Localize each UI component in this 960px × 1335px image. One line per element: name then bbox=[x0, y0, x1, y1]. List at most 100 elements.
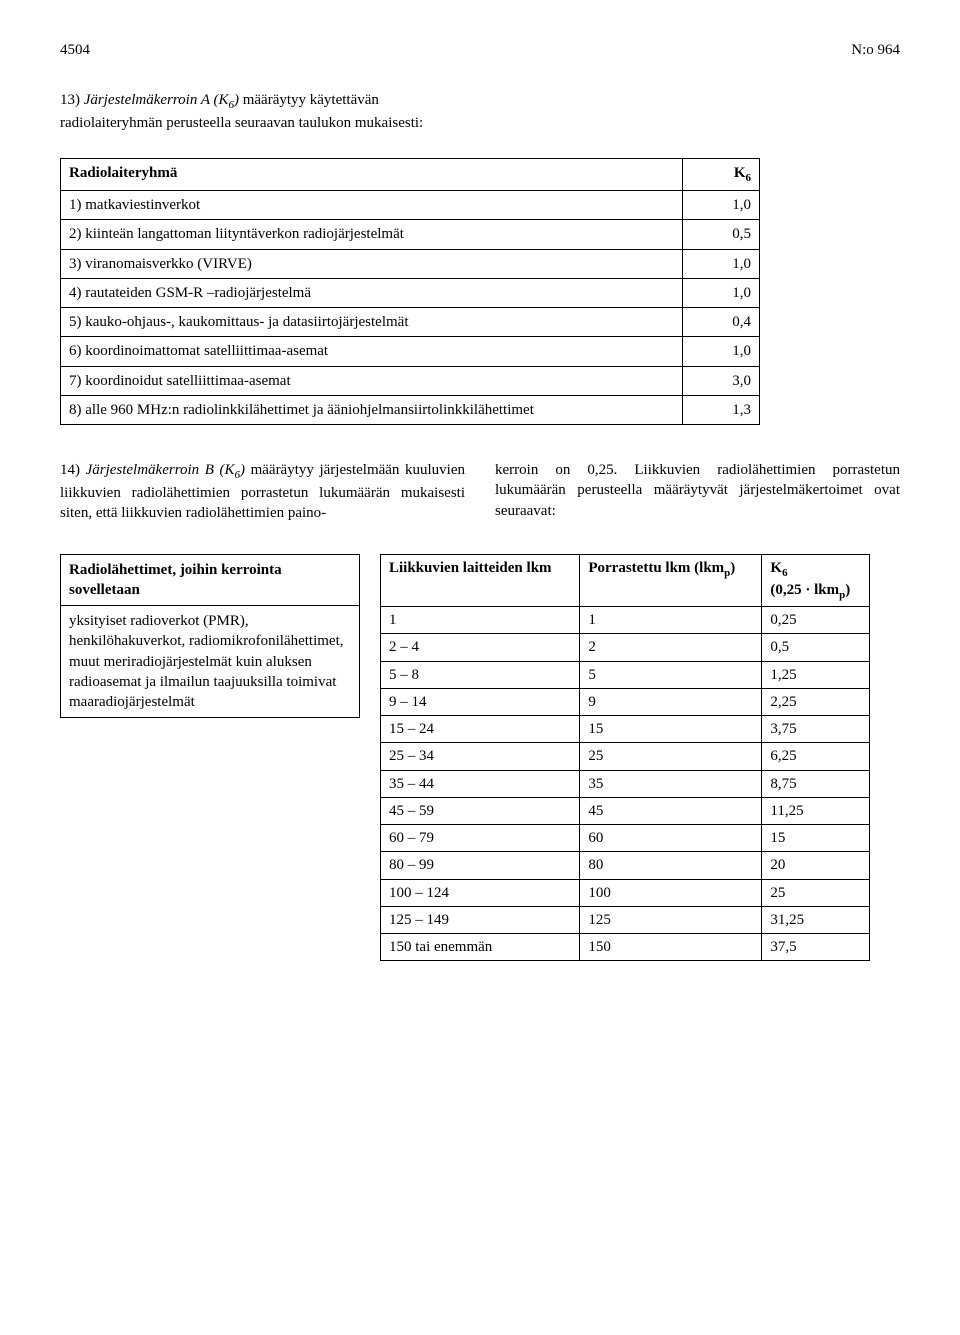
table1-header-k: K bbox=[734, 165, 746, 181]
table2-cell: 11,25 bbox=[762, 797, 870, 824]
table2-cell: 100 bbox=[580, 879, 762, 906]
table-row: 110,25 bbox=[381, 607, 870, 634]
table2-right-h1: Liikkuvien laitteiden lkm bbox=[381, 554, 580, 607]
table2-cell: 8,75 bbox=[762, 770, 870, 797]
table1-value: 1,0 bbox=[683, 191, 760, 220]
table2-cell: 15 – 24 bbox=[381, 716, 580, 743]
table2-cell: 150 bbox=[580, 934, 762, 961]
table1-value: 1,0 bbox=[683, 337, 760, 366]
table-row: 2) kiinteän langattoman liityntäverkon r… bbox=[61, 220, 760, 249]
table-row: 9 – 1492,25 bbox=[381, 688, 870, 715]
table-row: 5) kauko-ohjaus-, kaukomittaus- ja datas… bbox=[61, 308, 760, 337]
doc-number: N:o 964 bbox=[851, 40, 900, 60]
table2-cell: 45 – 59 bbox=[381, 797, 580, 824]
t2r-h2b: ) bbox=[730, 560, 735, 576]
page-header: 4504 N:o 964 bbox=[60, 40, 900, 60]
table-row: 1) matkaviestinverkot1,0 bbox=[61, 191, 760, 220]
table-row: 4) rautateiden GSM-R –radiojärjestelmä1,… bbox=[61, 278, 760, 307]
t2r-h3b: (0,25 · lkm bbox=[770, 582, 839, 598]
table2-cell: 31,25 bbox=[762, 906, 870, 933]
table2-cell: 20 bbox=[762, 852, 870, 879]
table2-right-h2: Porrastettu lkm (lkmp) bbox=[580, 554, 762, 607]
table2-cell: 15 bbox=[580, 716, 762, 743]
table-row: 2 – 420,5 bbox=[381, 634, 870, 661]
table2-cell: 2,25 bbox=[762, 688, 870, 715]
table2-cell: 2 bbox=[580, 634, 762, 661]
table2-cell: 0,25 bbox=[762, 607, 870, 634]
table2-cell: 1 bbox=[580, 607, 762, 634]
table2-cell: 150 tai enemmän bbox=[381, 934, 580, 961]
table-row: 45 – 594511,25 bbox=[381, 797, 870, 824]
table-row: 150 tai enemmän15037,5 bbox=[381, 934, 870, 961]
table1-value: 3,0 bbox=[683, 366, 760, 395]
table1-value: 0,4 bbox=[683, 308, 760, 337]
table-row: 8) alle 960 MHz:n radiolinkkilähettimet … bbox=[61, 395, 760, 424]
table-row: 80 – 998020 bbox=[381, 852, 870, 879]
page-number: 4504 bbox=[60, 40, 90, 60]
section14-italic: Järjestelmäkerroin B (K bbox=[86, 462, 235, 478]
table2-cell: 80 bbox=[580, 852, 762, 879]
table1-radiolaiteryhma: Radiolaiteryhmä K6 1) matkaviestinverkot… bbox=[60, 158, 760, 425]
table2-cell: 35 – 44 bbox=[381, 770, 580, 797]
table2-cell: 37,5 bbox=[762, 934, 870, 961]
table2-cell: 9 bbox=[580, 688, 762, 715]
section14-right-col: kerroin on 0,25. Liikkuvien radiolähetti… bbox=[495, 460, 900, 523]
table2-cell: 2 – 4 bbox=[381, 634, 580, 661]
table-row: 3) viranomaisverkko (VIRVE)1,0 bbox=[61, 249, 760, 278]
table2-left-header: Radiolähettimet, joihin kerrointa sovell… bbox=[61, 554, 360, 606]
table2-right-h3: K6 (0,25 · lkmp) bbox=[762, 554, 870, 607]
table1-label: 3) viranomaisverkko (VIRVE) bbox=[61, 249, 683, 278]
table1-header-sub: 6 bbox=[746, 172, 752, 184]
table2-left-body: yksityiset radioverkot (PMR), henkilöhak… bbox=[61, 606, 360, 718]
t2r-h2a: Porrastettu lkm (lkm bbox=[588, 560, 724, 576]
table1-label: 5) kauko-ohjaus-, kaukomittaus- ja datas… bbox=[61, 308, 683, 337]
table2-right-header-row: Liikkuvien laitteiden lkm Porrastettu lk… bbox=[381, 554, 870, 607]
table-row: 35 – 44358,75 bbox=[381, 770, 870, 797]
table2-cell: 60 bbox=[580, 825, 762, 852]
table2-cell: 25 – 34 bbox=[381, 743, 580, 770]
table2-cell: 80 – 99 bbox=[381, 852, 580, 879]
table2-right: Liikkuvien laitteiden lkm Porrastettu lk… bbox=[380, 554, 870, 962]
table1-value: 1,3 bbox=[683, 395, 760, 424]
table-row: 7) koordinoidut satelliittimaa-asemat3,0 bbox=[61, 366, 760, 395]
table2-cell: 100 – 124 bbox=[381, 879, 580, 906]
section14-left-col: 14) Järjestelmäkerroin B (K6) määräytyy … bbox=[60, 460, 465, 523]
table-row: 100 – 12410025 bbox=[381, 879, 870, 906]
table-row: 15 – 24153,75 bbox=[381, 716, 870, 743]
table1-value: 1,0 bbox=[683, 249, 760, 278]
table2-cell: 25 bbox=[580, 743, 762, 770]
table2-cell: 45 bbox=[580, 797, 762, 824]
table-row: 5 – 851,25 bbox=[381, 661, 870, 688]
table1-label: 1) matkaviestinverkot bbox=[61, 191, 683, 220]
table2-cell: 60 – 79 bbox=[381, 825, 580, 852]
table2-cell: 3,75 bbox=[762, 716, 870, 743]
table2-cell: 6,25 bbox=[762, 743, 870, 770]
table1-header-right: K6 bbox=[683, 159, 760, 191]
section13-prefix: 13) bbox=[60, 92, 84, 108]
table2-cell: 5 bbox=[580, 661, 762, 688]
table1-value: 1,0 bbox=[683, 278, 760, 307]
table1-label: 6) koordinoimattomat satelliittimaa-asem… bbox=[61, 337, 683, 366]
table1-value: 0,5 bbox=[683, 220, 760, 249]
table2-cell: 15 bbox=[762, 825, 870, 852]
table2-cell: 0,5 bbox=[762, 634, 870, 661]
table-row: 25 – 34256,25 bbox=[381, 743, 870, 770]
table1-header-row: Radiolaiteryhmä K6 bbox=[61, 159, 760, 191]
section13-intro: 13) Järjestelmäkerroin A (K6) määräytyy … bbox=[60, 90, 460, 133]
table-row: 60 – 796015 bbox=[381, 825, 870, 852]
table-row: 125 – 14912531,25 bbox=[381, 906, 870, 933]
table1-label: 4) rautateiden GSM-R –radiojärjestelmä bbox=[61, 278, 683, 307]
table2-cell: 25 bbox=[762, 879, 870, 906]
section13-italic: Järjestelmäkerroin A (K bbox=[84, 92, 229, 108]
table2-cell: 9 – 14 bbox=[381, 688, 580, 715]
table1-header-left: Radiolaiteryhmä bbox=[61, 159, 683, 191]
t2r-h3c: ) bbox=[845, 582, 850, 598]
t2r-h3sub: 6 bbox=[782, 567, 788, 579]
section14-prefix: 14) bbox=[60, 462, 86, 478]
table2-cell: 5 – 8 bbox=[381, 661, 580, 688]
table1-label: 8) alle 960 MHz:n radiolinkkilähettimet … bbox=[61, 395, 683, 424]
t2r-h3a: K bbox=[770, 560, 782, 576]
table-row: 6) koordinoimattomat satelliittimaa-asem… bbox=[61, 337, 760, 366]
table1-label: 2) kiinteän langattoman liityntäverkon r… bbox=[61, 220, 683, 249]
table2-cell: 125 bbox=[580, 906, 762, 933]
